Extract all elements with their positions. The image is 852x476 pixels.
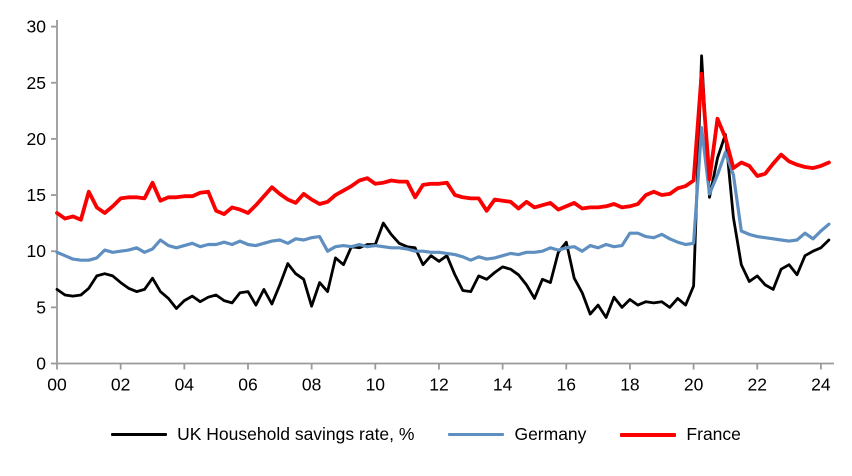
x-tick-label: 00 (47, 375, 67, 395)
legend-label-france: France (686, 424, 741, 444)
y-tick-label: 0 (36, 354, 46, 374)
y-tick-label: 20 (27, 129, 47, 149)
legend-label-germany: Germany (514, 424, 587, 444)
x-tick-label: 16 (557, 375, 576, 395)
legend-item-france: France (620, 424, 741, 445)
france-line-swatch (620, 432, 677, 437)
x-tick-label: 06 (238, 375, 257, 395)
x-tick-label: 10 (366, 375, 386, 395)
germany-series-line (55, 126, 831, 262)
legend-label-uk: UK Household savings rate, % (177, 424, 415, 444)
france-series-line (55, 71, 831, 222)
y-tick-label: 5 (36, 297, 46, 317)
y-tick-label: 10 (27, 241, 47, 261)
x-tick-label: 04 (175, 375, 195, 395)
x-tick-label: 20 (684, 375, 704, 395)
axes (56, 20, 834, 365)
x-tick-label: 18 (620, 375, 639, 395)
x-tick-label: 24 (811, 375, 831, 395)
legend-item-uk: UK Household savings rate, % (111, 424, 414, 445)
y-tick-label: 25 (27, 73, 46, 93)
legend-item-germany: Germany (448, 424, 586, 445)
y-tick-label: 15 (27, 185, 46, 205)
chart-legend: UK Household savings rate, % Germany Fra… (0, 424, 852, 445)
x-tick-label: 02 (111, 375, 130, 395)
germany-line-swatch (448, 432, 505, 437)
x-tick-label: 14 (493, 375, 513, 395)
x-tick-label: 08 (302, 375, 321, 395)
y-tick-labels: 0 5 10 15 20 25 30 (27, 17, 57, 374)
x-tick-label: 22 (748, 375, 767, 395)
uk-line-swatch (111, 433, 168, 436)
x-tick-label: 12 (429, 375, 448, 395)
x-tick-labels: 00 02 04 06 08 10 12 14 16 18 20 22 24 (47, 363, 831, 395)
y-tick-label: 30 (27, 17, 47, 37)
